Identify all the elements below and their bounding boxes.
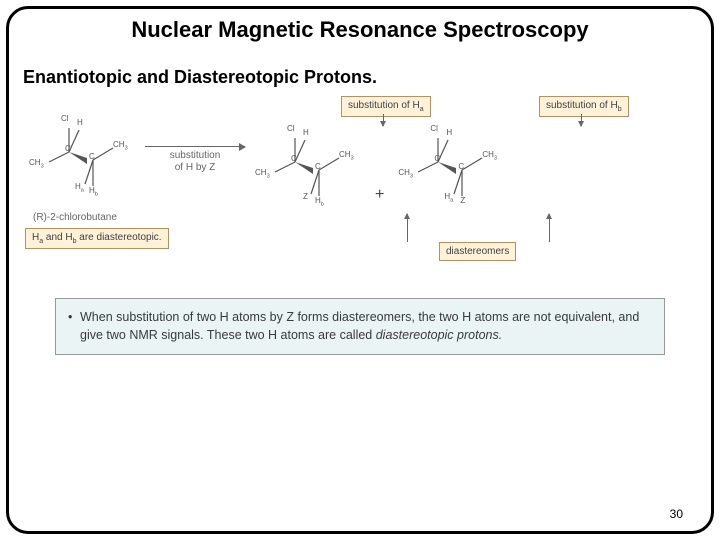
atom-ch3: CH3 — [255, 168, 270, 180]
molecule-product-b: Cl H CH3 C C CH3 Ha Z — [396, 116, 506, 226]
atom-c: C — [434, 154, 440, 163]
atom-ha: Ha — [75, 182, 84, 194]
tag-diastereotopic: Ha and Hb are diastereotopic. — [25, 228, 169, 249]
atom-cl: Cl — [287, 124, 295, 133]
atom-cl: Cl — [61, 114, 69, 123]
arrow-right-icon — [145, 146, 245, 147]
atom-hb: Hb — [315, 196, 324, 208]
atom-c: C — [458, 162, 464, 171]
atom-c: C — [291, 154, 297, 163]
arrow-text-2: of H by Z — [175, 162, 216, 173]
bullet-icon: • — [68, 309, 72, 327]
atom-ch3: CH3 — [482, 150, 497, 162]
content-area: substitution of Ha substitution of Hb — [9, 100, 711, 355]
arrow-up-icon — [407, 214, 408, 242]
atom-c: C — [315, 162, 321, 171]
note-box: • When substitution of two H atoms by Z … — [55, 298, 665, 355]
slide-subtitle: Enantiotopic and Diastereotopic Protons. — [9, 49, 711, 100]
t2: and H — [43, 232, 72, 243]
atom-c: C — [65, 144, 71, 153]
slide-frame: Nuclear Magnetic Resonance Spectroscopy … — [6, 6, 714, 534]
atom-ha: Ha — [444, 192, 453, 204]
t3: are diastereotopic. — [77, 232, 162, 243]
atom-h: H — [446, 128, 452, 137]
atom-z: Z — [460, 196, 465, 205]
molecule-product-a: Cl H CH3 C C CH3 Z Hb — [253, 116, 363, 226]
note-emphasis: diastereotopic protons. — [376, 328, 502, 342]
arrow-label: substitution of H by Z — [145, 150, 245, 174]
slide-title: Nuclear Magnetic Resonance Spectroscopy — [9, 9, 711, 49]
molecule-left-group: Cl H CH3 C C CH3 Ha Hb (R)-2-chlorobutan… — [27, 100, 137, 223]
note-text: When substitution of two H atoms by Z fo… — [80, 310, 639, 342]
atom-hb: Hb — [89, 186, 98, 198]
atom-z: Z — [303, 192, 308, 201]
atom-ch3: CH3 — [113, 140, 128, 152]
atom-ch3: CH3 — [398, 168, 413, 180]
molecule-caption: (R)-2-chlorobutane — [27, 212, 137, 223]
atom-cl: Cl — [430, 124, 438, 133]
arrow-text-1: substitution — [170, 150, 221, 161]
atom-c: C — [89, 152, 95, 161]
arrow-up-icon — [549, 214, 550, 242]
atom-h: H — [77, 118, 83, 127]
reaction-arrow: substitution of H by Z — [145, 100, 245, 210]
page-number: 30 — [670, 507, 683, 521]
plus-sign: + — [371, 186, 388, 204]
molecule-r-2-chlorobutane: Cl H CH3 C C CH3 Ha Hb — [27, 100, 137, 210]
tag-diastereomers: diastereomers — [439, 242, 516, 261]
atom-h: H — [303, 128, 309, 137]
atom-ch3: CH3 — [29, 158, 44, 170]
atom-ch3: CH3 — [339, 150, 354, 162]
